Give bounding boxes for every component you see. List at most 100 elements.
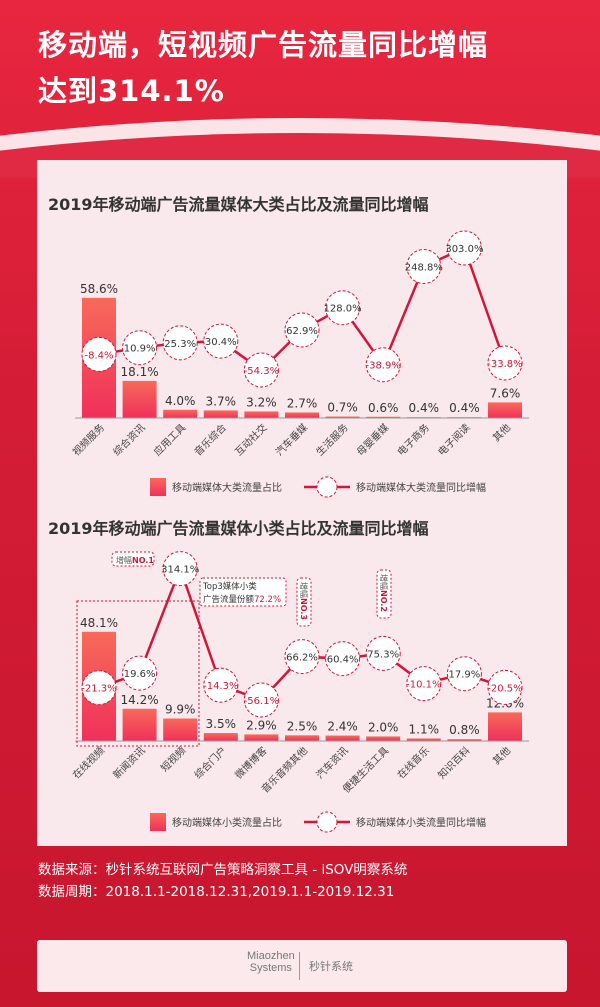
growth-marker	[446, 656, 482, 692]
bar-value-label: 58.6%	[80, 282, 118, 296]
category-tick-label: 微博博客	[232, 744, 269, 781]
no1-rank: NO.1	[132, 556, 154, 565]
bar-value-label: 2.0%	[368, 720, 399, 734]
data-source: 数据来源：秒针系统互联网广告策略洞察工具 - iSOV明察系统	[38, 862, 408, 878]
growth-value-label: -56.1%	[244, 696, 279, 707]
category-tick-label: 综合门户	[191, 744, 228, 781]
growth-marker	[487, 669, 523, 705]
bar	[163, 409, 198, 418]
growth-marker	[122, 655, 158, 691]
bar	[285, 735, 319, 741]
category-tick-label: 汽车资讯	[313, 744, 350, 781]
growth-value-label: 10.9%	[124, 344, 156, 355]
growth-marker	[406, 248, 442, 284]
bar-value-label: 2.9%	[246, 718, 277, 732]
category-tick-label: 新闻资讯	[110, 744, 147, 781]
growth-value-label: 25.3%	[164, 339, 196, 350]
growth-marker	[81, 336, 117, 372]
growth-value-label: 128.0%	[324, 304, 362, 315]
bar-value-label: 4.0%	[165, 394, 196, 408]
bar-value-label: 3.5%	[206, 717, 237, 731]
legend-bar-swatch	[150, 478, 166, 496]
no3-prefix: 增幅	[299, 582, 309, 598]
bar-value-label: 2.5%	[287, 719, 318, 733]
bar	[122, 708, 157, 741]
legend-bar-swatch	[150, 813, 166, 831]
legend-line-marker	[316, 811, 338, 833]
chart-2-title: 2019年移动端广告流量媒体小类占比及流量同比增幅	[48, 519, 429, 538]
no1-label: 增幅NO.1	[116, 555, 154, 565]
no3-label: 增幅NO.3	[299, 582, 309, 620]
top3-line2: 广告流量份额72.2%	[203, 594, 281, 605]
growth-marker	[203, 667, 239, 703]
growth-value-label: 62.9%	[286, 326, 318, 337]
bar	[163, 718, 198, 741]
no2-rank: NO.2	[379, 590, 388, 612]
top3-line1: Top3媒体小类	[202, 581, 257, 592]
bar	[447, 739, 482, 741]
growth-value-label: -8.4%	[84, 350, 113, 361]
bar	[488, 712, 522, 741]
top3-text: 广告流量份额	[203, 594, 255, 605]
bar	[203, 410, 238, 418]
bar-value-label: 0.4%	[409, 401, 440, 415]
top3-callout	[199, 577, 287, 607]
bar-value-label: 1.1%	[409, 723, 440, 737]
top3-value: 72.2%	[254, 595, 281, 605]
growth-value-label: 66.2%	[286, 653, 318, 664]
logo-divider	[299, 952, 300, 980]
growth-value-label: 60.4%	[327, 655, 359, 666]
growth-marker	[365, 635, 401, 671]
growth-value-label: -21.3%	[81, 684, 116, 695]
bar-value-label: 2.7%	[287, 396, 318, 410]
growth-value-label: 17.9%	[449, 670, 481, 681]
bar	[406, 738, 441, 741]
growth-value-label: -54.3%	[244, 366, 279, 377]
no2-label: 增幅NO.2	[379, 574, 389, 612]
category-tick-label: 短视频	[158, 744, 188, 774]
bar-value-label: 3.7%	[206, 394, 237, 408]
growth-marker	[81, 670, 117, 706]
growth-marker	[325, 290, 361, 326]
bar-value-label: 48.1%	[80, 616, 118, 630]
bar	[325, 416, 360, 418]
growth-marker	[122, 330, 158, 366]
no2-badge	[376, 569, 392, 619]
growth-value-label: 248.8%	[405, 262, 443, 273]
no3-badge	[296, 577, 312, 627]
bar	[488, 402, 522, 418]
brand-name: 秒针系统	[309, 960, 353, 973]
bar-value-label: 3.2%	[246, 395, 277, 409]
bar	[366, 736, 401, 741]
category-tick-label: 在线视频	[70, 744, 107, 781]
no2-prefix: 增幅	[379, 574, 389, 590]
no1-badge	[111, 551, 155, 567]
category-tick-label: 其他	[490, 744, 513, 767]
growth-marker	[284, 639, 320, 675]
footer: Miaozhen Systems 秒针系统	[37, 940, 567, 992]
logo-text-1: Miaozhen	[247, 950, 295, 962]
bar-value-label: 0.8%	[449, 723, 480, 737]
growth-value-label: 19.6%	[124, 669, 156, 680]
growth-marker	[243, 682, 279, 718]
chart-1-title: 2019年移动端广告流量媒体大类占比及流量同比增幅	[48, 195, 429, 214]
growth-value-label: -20.5%	[487, 683, 522, 694]
title-line-1: 移动端，短视频广告流量同比增幅	[38, 28, 489, 62]
bar-value-label: 2.4%	[327, 720, 358, 734]
growth-marker	[162, 551, 198, 587]
bar-value-label: 18.1%	[121, 365, 159, 379]
growth-value-label: 30.4%	[205, 337, 237, 348]
bar	[244, 411, 279, 418]
growth-value-label: 75.3%	[367, 649, 399, 660]
bar	[122, 380, 157, 418]
legend-line-marker	[316, 476, 338, 498]
no3-rank: NO.3	[299, 598, 308, 620]
category-tick-label: 知识百科	[435, 744, 472, 781]
growth-marker	[203, 323, 239, 359]
bar-value-label: 7.6%	[490, 386, 521, 400]
growth-marker	[406, 666, 442, 702]
growth-marker	[284, 312, 320, 348]
growth-value-label: -10.1%	[406, 680, 441, 691]
growth-value-label: -33.8%	[487, 359, 522, 370]
